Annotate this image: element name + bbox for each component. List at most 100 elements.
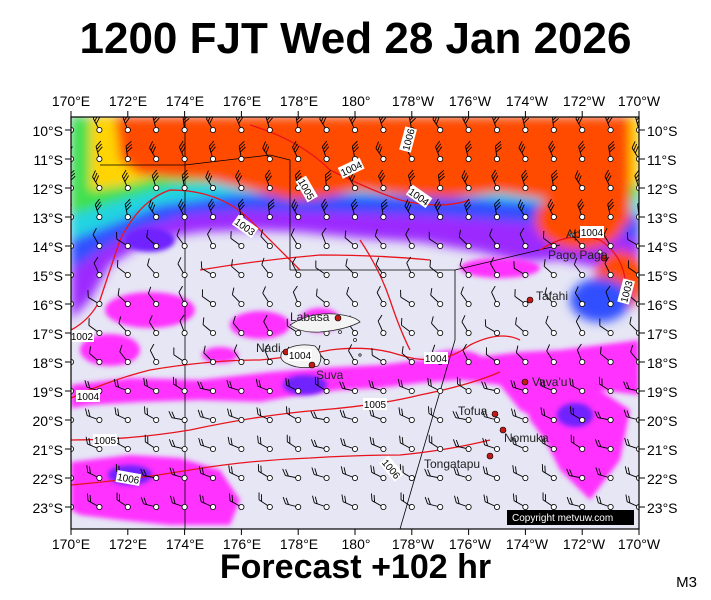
wind-barb bbox=[177, 257, 188, 278]
wind-barb bbox=[199, 494, 216, 510]
wind-barb bbox=[399, 435, 415, 452]
wind-barb bbox=[458, 229, 472, 249]
isobar-label: 1004 bbox=[76, 390, 100, 403]
wind-barb bbox=[231, 287, 245, 307]
wind-barb bbox=[461, 315, 472, 336]
wind-barb bbox=[178, 285, 188, 307]
wind-barb bbox=[178, 198, 188, 220]
wind-barb bbox=[481, 381, 500, 394]
wind-barb bbox=[121, 169, 131, 191]
island-dot bbox=[597, 249, 603, 255]
lon-label-bottom: 176°E bbox=[223, 536, 261, 552]
wind-barb bbox=[603, 228, 614, 249]
isobar-label-text: 1004 bbox=[289, 351, 312, 362]
wind-barb bbox=[319, 117, 330, 133]
isobar bbox=[539, 236, 627, 301]
isobar bbox=[71, 335, 521, 399]
lat-label-left: 11°S bbox=[34, 152, 63, 168]
lon-label-top: 174°W bbox=[506, 93, 549, 109]
wind-barb bbox=[94, 198, 103, 220]
isobar bbox=[199, 254, 431, 271]
wind-barb bbox=[398, 407, 415, 423]
wind-barb bbox=[260, 229, 273, 249]
wind-barb bbox=[172, 376, 188, 394]
wind-barb bbox=[71, 444, 74, 452]
lon-label-top: 180° bbox=[342, 93, 371, 109]
wind-barb bbox=[315, 260, 330, 278]
lat-label-left: 12°S bbox=[32, 181, 63, 197]
wind-barb bbox=[350, 198, 359, 220]
place-label-nomuka: Nomuka bbox=[504, 431, 549, 445]
wind-barb bbox=[148, 199, 160, 220]
wind-barb bbox=[491, 285, 500, 307]
wind-barb bbox=[596, 495, 614, 510]
place-label-tongatapu: Tongatapu bbox=[424, 457, 480, 471]
isobar-label: 1006 bbox=[115, 470, 142, 487]
wind-barb bbox=[238, 140, 246, 162]
wind-barb bbox=[258, 492, 273, 510]
wind-barb bbox=[461, 170, 472, 191]
wind-barb bbox=[198, 437, 216, 452]
wind-barb bbox=[89, 346, 103, 365]
wind-barb bbox=[522, 117, 530, 133]
wind-barb bbox=[452, 410, 472, 423]
isobar-label: 1002 bbox=[71, 330, 94, 343]
wind-barb bbox=[71, 143, 74, 162]
wind-barb bbox=[149, 141, 160, 162]
lat-label-left: 13°S bbox=[32, 210, 63, 226]
wind-barb bbox=[147, 258, 160, 278]
wind-barb bbox=[226, 380, 245, 394]
wind-barb bbox=[406, 256, 415, 278]
copyright-box: Copyright metvuw.com bbox=[507, 510, 634, 525]
lat-label-left: 22°S bbox=[32, 471, 63, 487]
wind-barb bbox=[369, 436, 387, 452]
wind-barb bbox=[400, 289, 415, 307]
wind-barb bbox=[604, 256, 614, 278]
place-label-pago-pago: Pago Pago bbox=[548, 248, 608, 262]
wind-barb bbox=[605, 117, 614, 133]
wind-barb bbox=[371, 348, 387, 365]
wind-barb bbox=[513, 261, 529, 278]
place-label-tofua: Tofua bbox=[458, 404, 488, 418]
axis-labels: 170°E 172°E 174°E 176°E 178°E 180° 178°W… bbox=[32, 93, 677, 552]
wind-barb bbox=[547, 198, 557, 220]
rain-cell-orange-east bbox=[535, 190, 625, 250]
wind-barb bbox=[437, 169, 445, 191]
wind-barb bbox=[147, 286, 160, 307]
wind-barb bbox=[514, 289, 529, 307]
lat-label-right: 17°S bbox=[647, 326, 678, 342]
wind-barb bbox=[263, 314, 273, 336]
lat-label-left: 17°S bbox=[32, 326, 63, 342]
wind-barb bbox=[122, 117, 131, 133]
wind-barb bbox=[118, 316, 131, 336]
wind-barb bbox=[285, 377, 302, 394]
lon-label-bottom: 176°W bbox=[449, 536, 492, 552]
place-marker-tongatapu bbox=[486, 452, 494, 460]
wind-barb bbox=[257, 435, 273, 452]
island-dot bbox=[353, 338, 357, 342]
wind-barb bbox=[452, 439, 472, 452]
wind-barb bbox=[203, 345, 216, 365]
wind-barb bbox=[93, 256, 103, 278]
lon-label-bottom: 170°E bbox=[52, 536, 90, 552]
lon-label-top: 176°W bbox=[449, 93, 492, 109]
wind-barb bbox=[566, 468, 586, 481]
wind-barb bbox=[321, 227, 330, 249]
wind-barb bbox=[291, 199, 302, 220]
wind-barb bbox=[518, 141, 529, 162]
wind-barb bbox=[539, 378, 557, 394]
lat-label-left: 14°S bbox=[32, 239, 63, 255]
lat-label-right: 16°S bbox=[647, 297, 678, 313]
boundary-line bbox=[399, 339, 456, 529]
wind-barb bbox=[540, 407, 557, 423]
wind-barb bbox=[428, 406, 444, 423]
wind-barb bbox=[517, 199, 529, 220]
wind-barb bbox=[400, 492, 415, 510]
lat-label-right: 10°S bbox=[647, 123, 678, 139]
wind-barb bbox=[340, 437, 358, 452]
rain-patch bbox=[230, 311, 290, 339]
wind-barb bbox=[144, 434, 160, 452]
wind-barb bbox=[370, 465, 387, 481]
wind-barb bbox=[490, 257, 500, 278]
